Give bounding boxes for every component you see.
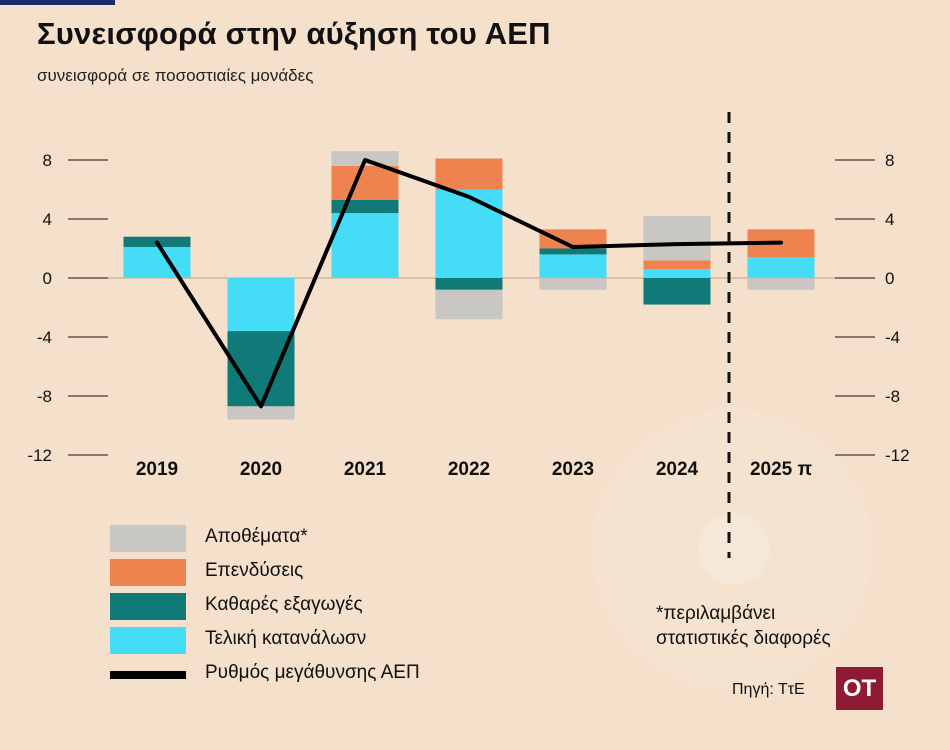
chart-title: Συνεισφορά στην αύξηση του ΑΕΠ <box>37 16 551 51</box>
bar-inventories <box>643 216 711 261</box>
right-tick-label: 8 <box>885 151 894 170</box>
left-tick-label: 4 <box>43 210 52 229</box>
legend-label-gdp-growth: Ρυθμός μεγάθυνσης ΑΕΠ <box>205 662 420 683</box>
left-tick-label: 0 <box>43 269 52 288</box>
decorative-circle-inner <box>698 513 770 585</box>
bar-final-consumption <box>227 278 295 332</box>
x-category-label: 2021 <box>344 459 387 480</box>
x-category-label: 2025 π <box>750 459 813 480</box>
x-category-label: 2022 <box>448 459 490 480</box>
left-tick-label: -8 <box>37 387 52 406</box>
bar-net-exports <box>435 278 503 290</box>
legend-swatch-investment <box>110 559 186 586</box>
right-tick-label: -12 <box>885 446 910 465</box>
bar-investment <box>435 158 503 190</box>
bar-final-consumption <box>123 247 191 278</box>
bar-investment <box>331 165 399 200</box>
legend-swatch-gdp-growth <box>110 671 186 679</box>
left-tick-label: -4 <box>37 328 52 347</box>
footnote-line-1: *περιλαμβάνει <box>656 603 776 624</box>
bar-net-exports <box>539 248 607 255</box>
legend-swatch-inventories <box>110 525 186 552</box>
bar-final-consumption <box>331 213 399 278</box>
footnote-line-2: στατιστικές διαφορές <box>656 628 831 649</box>
x-category-label: 2020 <box>240 459 282 480</box>
gdp-contribution-chart: 8 8 4 4 0 0 -4 -4 -8 -8 -12 -12 2019 2020 2021 2022 2023… <box>27 112 910 558</box>
x-category-label: 2024 <box>656 459 699 480</box>
legend-label-investment: Επενδύσεις <box>205 560 304 581</box>
bar-inventories <box>747 278 815 290</box>
right-tick-label: -4 <box>885 328 900 347</box>
right-tick-label: -8 <box>885 387 900 406</box>
right-tick-label: 4 <box>885 210 894 229</box>
bar-inventories <box>539 278 607 290</box>
ot-logo: ΟΤ <box>836 667 883 710</box>
bar-net-exports <box>643 278 711 305</box>
legend-label-net-exports: Καθαρές εξαγωγές <box>205 594 363 615</box>
x-category-label: 2019 <box>136 459 178 480</box>
top-accent-bar <box>0 0 115 5</box>
bar-inventories <box>227 406 295 420</box>
footnote: *περιλαμβάνει στατιστικές διαφορές <box>656 601 831 651</box>
source-label: Πηγή: ΤτΕ <box>732 681 805 698</box>
bar-investment <box>643 260 711 270</box>
x-category-label: 2023 <box>552 459 594 480</box>
chart-subtitle: συνεισφορά σε ποσοστιαίες μονάδες <box>37 66 314 85</box>
decorative-circle-outer <box>592 410 872 690</box>
legend-label-inventories: Αποθέματα* <box>205 526 308 547</box>
legend-swatch-final-consumption <box>110 627 186 654</box>
bar-investment <box>539 229 607 249</box>
left-tick-label: -12 <box>27 446 52 465</box>
gdp-growth-line <box>155 158 783 409</box>
bar-final-consumption <box>435 189 503 278</box>
bar-inventories <box>435 289 503 320</box>
bar-final-consumption <box>539 254 607 278</box>
legend-label-final-consumption: Τελική κατανάλωσν <box>205 628 367 649</box>
bar-final-consumption <box>643 269 711 278</box>
left-tick-label: 8 <box>43 151 52 170</box>
bar-final-consumption <box>747 257 815 278</box>
right-tick-label: 0 <box>885 269 894 288</box>
legend-swatch-net-exports <box>110 593 186 620</box>
